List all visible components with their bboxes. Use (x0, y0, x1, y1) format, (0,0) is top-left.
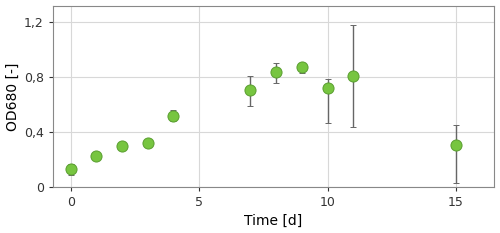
X-axis label: Time [d]: Time [d] (244, 213, 302, 227)
Y-axis label: OD680 [-]: OD680 [-] (6, 62, 20, 130)
